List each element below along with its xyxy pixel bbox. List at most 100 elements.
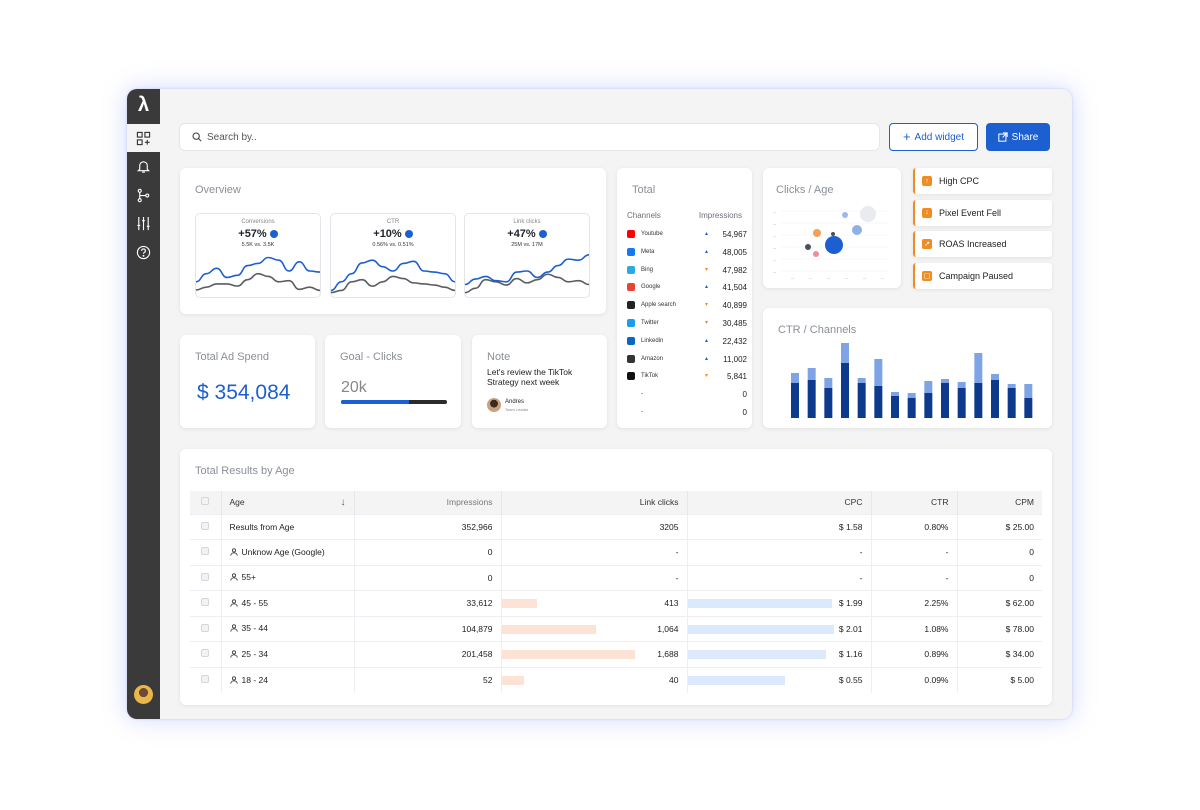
link-clicks-value: 1,064 <box>657 623 679 634</box>
table-row[interactable]: Unknow Age (Google) 0 - - - 0 <box>190 539 1042 565</box>
cpm-cell: $ 34.00 <box>956 641 1042 667</box>
table-row[interactable]: 35 - 44 104,879 1,064 $ 2.01 1.08% $ 78.… <box>190 615 1042 642</box>
arrow-up-icon: ↑ <box>922 176 932 186</box>
share-button[interactable]: Share <box>986 123 1050 151</box>
app-logo[interactable]: λ <box>137 94 150 116</box>
search-bar[interactable]: Search by.. <box>180 124 879 150</box>
channel-row[interactable]: Twitter ▾ 30,485 <box>627 315 747 332</box>
clicks-age-card[interactable]: Clicks / Age — — — — — — — — — — — — <box>763 168 901 288</box>
spend-value: $ 354,084 <box>197 381 291 404</box>
col-impressions[interactable]: Impressions <box>353 491 501 514</box>
col-age[interactable]: Age ↓ <box>220 491 354 514</box>
col-link-clicks[interactable]: Link clicks <box>500 491 687 514</box>
overview-mini-card[interactable]: Conversions +57% 5.5K vs. 3.5K <box>195 213 321 298</box>
impressions-cell: 201,458 <box>353 641 501 667</box>
row-checkbox[interactable] <box>201 572 210 581</box>
table-row[interactable]: 25 - 34 201,458 1,688 $ 1.16 0.89% $ 34.… <box>190 641 1042 667</box>
help-icon[interactable] <box>127 238 160 266</box>
branch-icon[interactable] <box>127 181 160 209</box>
row-checkbox-cell[interactable] <box>190 590 221 616</box>
row-checkbox-cell[interactable] <box>190 666 221 693</box>
svg-text:—: — <box>773 246 776 250</box>
ctr-cell: - <box>870 539 957 565</box>
note-text-line2: Strategy next week <box>487 377 560 387</box>
total-channels-card[interactable]: Total Channels Impressions Youtube ▴ 54,96… <box>617 168 752 428</box>
channel-row[interactable]: Google ▴ 41,504 <box>627 279 747 296</box>
channel-name: Amazon <box>641 355 664 362</box>
table-row[interactable]: 55+ 0 - - - 0 <box>190 564 1042 591</box>
mini-label: Conversions <box>241 219 275 225</box>
link-clicks-value: 3205 <box>659 521 679 532</box>
overview-mini-card[interactable]: CTR +10% 0.56% vs. 0.51% <box>330 213 456 298</box>
ctr-bar-light <box>907 393 916 398</box>
note-card[interactable]: Note Let's review the TikTok Strategy ne… <box>472 335 607 428</box>
col-cpc[interactable]: CPC <box>686 491 871 514</box>
select-all-checkbox-cell[interactable] <box>190 491 221 514</box>
cpc-value: $ 0.55 <box>838 675 863 685</box>
ctr-channels-card[interactable]: CTR / Channels <box>763 308 1052 428</box>
ctr-bar-light <box>974 353 983 383</box>
alert-label: Pixel Event Fell <box>939 207 1002 218</box>
overview-mini-card[interactable]: Link clicks +47% 25M vs. 17M <box>464 213 590 298</box>
goal-clicks-card[interactable]: Goal - Clicks 20k <box>325 335 461 428</box>
add-widget-button[interactable]: + Add widget <box>889 123 978 151</box>
ctr-cell: - <box>870 564 957 591</box>
ctr-bar-dark <box>857 383 866 418</box>
channel-name: Google <box>641 284 661 291</box>
row-checkbox-cell[interactable] <box>190 539 221 565</box>
channel-row[interactable]: Amazon ▴ 11,002 <box>627 351 747 368</box>
row-checkbox-cell[interactable] <box>190 615 221 642</box>
alert-item[interactable]: ↓ Pixel Event Fell <box>913 199 1052 226</box>
row-checkbox[interactable] <box>201 547 210 556</box>
channel-row[interactable]: Youtube ▴ 54,967 <box>627 226 747 243</box>
table-header-row: Age ↓ Impressions Link clicks CPC CTR CP… <box>190 491 1042 514</box>
sort-arrow-icon[interactable]: ↓ <box>340 496 346 508</box>
col-ctr[interactable]: CTR <box>870 491 957 514</box>
table-row[interactable]: 45 - 55 33,612 413 $ 1.99 2.25% $ 62.00 <box>190 590 1042 616</box>
channel-row[interactable]: TikTok ▾ 5,841 <box>627 368 747 385</box>
channel-row[interactable]: -0 <box>627 404 747 421</box>
channel-row[interactable]: Linkedin ▴ 22,432 <box>627 333 747 350</box>
row-checkbox-cell[interactable] <box>190 564 221 591</box>
cpm-cell: 0 <box>956 539 1042 565</box>
table-row[interactable]: Results from Age 352,966 3205 $ 1.58 0.8… <box>190 513 1042 540</box>
channel-row[interactable]: Meta ▴ 48,005 <box>627 244 747 261</box>
widgets-icon[interactable] <box>127 124 160 152</box>
row-checkbox[interactable] <box>201 649 210 658</box>
channel-impressions: 41,504 <box>722 283 747 293</box>
ctr-bar-light <box>807 368 816 380</box>
row-checkbox-cell[interactable] <box>190 513 221 540</box>
row-checkbox[interactable] <box>201 675 210 683</box>
channel-logo-icon <box>627 283 635 292</box>
ctr-bar-dark <box>807 380 816 418</box>
channel-logo-icon <box>627 319 635 327</box>
channel-row[interactable]: Bing ▾ 47,982 <box>627 262 747 279</box>
overview-card[interactable]: Overview Conversions +57% 5.5K vs. 3.5K … <box>180 168 606 314</box>
cpc-cell: $ 1.99 <box>686 590 871 616</box>
total-ad-spend-card[interactable]: Total Ad Spend $ 354,084 <box>180 335 315 428</box>
share-label: Share <box>1011 131 1039 143</box>
link-clicks-cell: - <box>500 564 687 591</box>
sliders-icon[interactable] <box>127 209 160 237</box>
alert-item[interactable]: ↗ ROAS Increased <box>913 231 1052 257</box>
ctr-bar-dark <box>874 386 883 418</box>
age-label: 25 - 34 <box>241 648 268 659</box>
trend-up-icon: ↗ <box>922 239 932 249</box>
row-checkbox[interactable] <box>201 623 210 632</box>
ctr-cell: 1.08% <box>870 615 957 642</box>
age-cell: 55+ <box>220 564 354 591</box>
bell-icon[interactable] <box>127 152 160 180</box>
col-cpm[interactable]: CPM <box>956 491 1042 514</box>
user-avatar[interactable] <box>134 685 153 704</box>
channel-row[interactable]: -0 <box>627 386 747 403</box>
select-all-checkbox[interactable] <box>201 497 210 506</box>
mini-sub: 0.56% vs. 0.51% <box>372 242 414 248</box>
row-checkbox[interactable] <box>201 521 210 530</box>
row-checkbox-cell[interactable] <box>190 641 221 667</box>
alert-item[interactable]: ↑ High CPC <box>913 168 1052 194</box>
table-row[interactable]: 18 - 24 52 40 $ 0.55 0.09% $ 5.00 <box>190 666 1042 693</box>
alert-item[interactable]: ▢ Campaign Paused <box>913 262 1052 289</box>
channel-row[interactable]: Apple search ▾ 40,899 <box>627 297 747 314</box>
row-checkbox[interactable] <box>201 598 210 607</box>
cpc-value: - <box>859 547 863 558</box>
